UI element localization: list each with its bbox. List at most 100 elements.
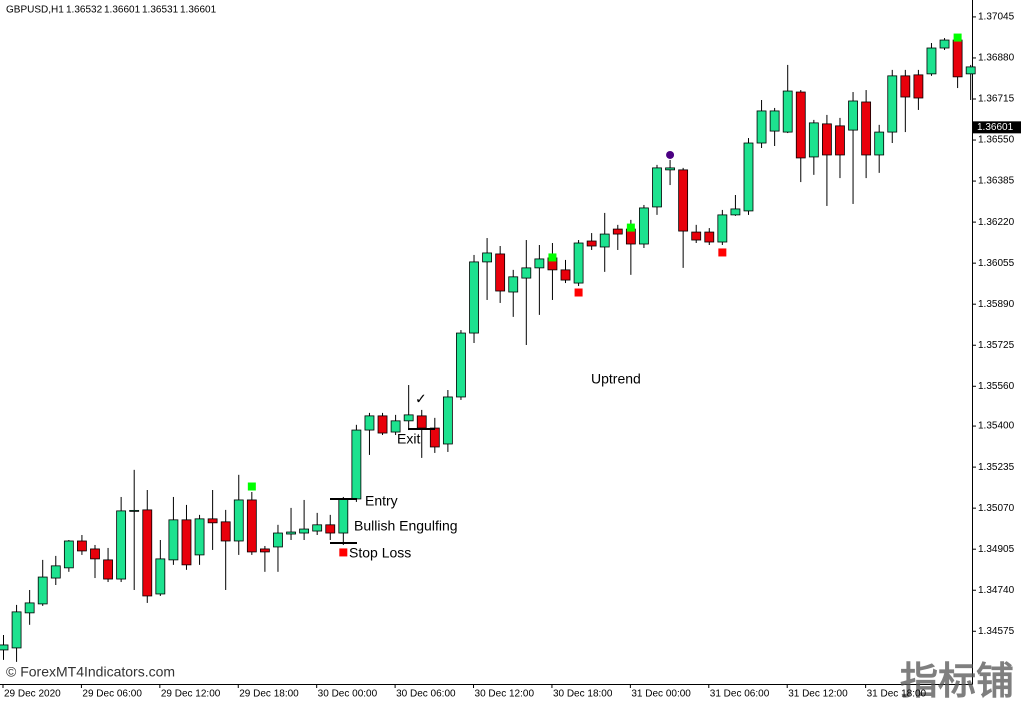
- annotation: ✓: [415, 391, 427, 407]
- y-tick-label: 1.34575: [978, 626, 1015, 637]
- candle-body: [808, 122, 819, 158]
- x-tick-label: 30 Dec 18:00: [553, 689, 613, 700]
- candle-body: [887, 75, 898, 133]
- candle-body: [103, 559, 113, 580]
- header-value: 1.36531: [142, 5, 179, 16]
- candle-body: [194, 518, 205, 556]
- candle-body: [233, 499, 244, 542]
- y-tick-label: 1.34905: [978, 544, 1015, 555]
- y-tick-label: 1.36880: [978, 53, 1015, 64]
- annotation: Exit: [397, 431, 420, 447]
- candle-body: [769, 110, 780, 132]
- candle-body: [207, 518, 218, 524]
- candle-body: [246, 499, 257, 553]
- annotation: Stop Loss: [349, 545, 411, 561]
- candle-body: [900, 75, 911, 98]
- candle-body: [312, 524, 323, 532]
- candle-body: [364, 415, 375, 431]
- candle-body: [0, 644, 9, 651]
- header-value: 1.36601: [180, 5, 217, 16]
- candle-body: [351, 429, 362, 500]
- candle-body: [77, 540, 87, 552]
- candle-body: [782, 90, 793, 133]
- current-price-label: 1.36601: [977, 122, 1014, 133]
- y-tick-label: 1.36055: [978, 258, 1015, 269]
- symbol: GBPUSD,H1: [6, 5, 64, 16]
- annotation: Entry: [365, 493, 398, 509]
- x-tick-label: 30 Dec 00:00: [318, 689, 378, 700]
- sell-marker: [718, 248, 727, 257]
- candle-body: [181, 519, 192, 566]
- candle-body: [848, 100, 858, 131]
- candle-body: [377, 415, 388, 434]
- candle-body: [835, 125, 845, 156]
- y-tick-label: 1.35890: [978, 299, 1015, 310]
- x-tick-label: 30 Dec 12:00: [475, 689, 535, 700]
- candle-body: [952, 39, 963, 78]
- candle-body: [717, 214, 728, 243]
- y-tick-label: 1.35560: [978, 381, 1015, 392]
- x-tick-label: 31 Dec 06:00: [710, 689, 770, 700]
- candle-body: [861, 101, 872, 156]
- exit-marker: [666, 150, 675, 159]
- candle-body: [456, 332, 466, 398]
- candle-body: [926, 47, 937, 75]
- x-tick-label: 30 Dec 06:00: [396, 689, 456, 700]
- candle-body: [63, 540, 74, 569]
- y-tick-label: 1.35400: [978, 421, 1015, 432]
- candle-body: [730, 208, 741, 216]
- candle-body: [168, 519, 179, 561]
- x-tick-label: 29 Dec 12:00: [161, 689, 221, 700]
- candle-body: [286, 531, 296, 535]
- candle-body: [90, 548, 100, 560]
- y-tick-label: 1.35235: [978, 462, 1015, 473]
- candle-body: [639, 207, 649, 245]
- watermark: © ForexMT4Indicators.com: [6, 664, 175, 680]
- candle-body: [442, 396, 453, 445]
- candle-body: [756, 110, 767, 144]
- sell-marker: [574, 288, 583, 297]
- buy-marker: [953, 33, 962, 42]
- candle-body: [482, 252, 492, 263]
- candle-body: [743, 142, 754, 212]
- candle-body: [521, 267, 532, 279]
- x-tick-label: 31 Dec 00:00: [631, 689, 691, 700]
- annotation: Uptrend: [591, 371, 641, 387]
- candle-body: [586, 240, 597, 247]
- y-tick-label: 1.35070: [978, 503, 1015, 514]
- candle-body: [678, 169, 689, 232]
- candle-body: [429, 427, 440, 448]
- corner-mark: 指标铺: [900, 661, 1014, 703]
- header-value: 1.36532: [66, 5, 103, 16]
- y-tick-label: 1.34740: [978, 585, 1015, 596]
- candle-body: [37, 576, 48, 605]
- header-value: 1.36601: [104, 5, 141, 16]
- candle-body: [11, 611, 22, 649]
- candle-body: [965, 66, 976, 75]
- y-tick-label: 1.37045: [978, 12, 1015, 23]
- candle-body: [416, 415, 427, 429]
- candle-body: [338, 498, 349, 534]
- candle-body: [390, 420, 401, 433]
- y-tick-label: 1.35725: [978, 340, 1015, 351]
- x-tick-label: 31 Dec 18:00: [867, 689, 927, 700]
- candle-body: [612, 228, 623, 235]
- candle-body: [913, 74, 924, 99]
- y-tick-label: 1.36550: [978, 135, 1015, 146]
- candle-body: [155, 558, 166, 595]
- candle-body: [24, 602, 35, 614]
- candle-body: [220, 521, 231, 542]
- annotation: Bullish Engulfing: [354, 518, 458, 534]
- candle-body: [469, 261, 479, 334]
- current-price-box: [973, 121, 1021, 134]
- x-tick-label: 29 Dec 18:00: [239, 689, 299, 700]
- y-tick-label: 1.36220: [978, 217, 1015, 228]
- candle-body: [495, 253, 506, 292]
- candle-body: [142, 509, 153, 597]
- candle-body: [822, 123, 832, 156]
- y-tick-label: 1.36385: [978, 176, 1015, 187]
- candle-body: [50, 565, 61, 579]
- candle-body: [273, 532, 283, 548]
- x-tick-label: 29 Dec 06:00: [82, 689, 142, 700]
